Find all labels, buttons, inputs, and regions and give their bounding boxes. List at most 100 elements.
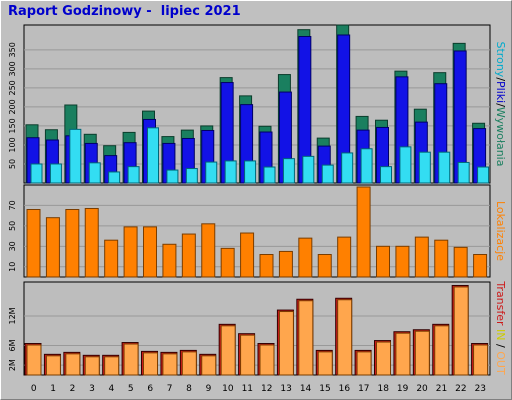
side-label-pages-files-hits: Strony/Pliki/Wywołania: [494, 42, 507, 167]
y-tick-label: 150: [8, 118, 17, 133]
y-tick-label: 350: [8, 42, 17, 57]
y-tick-label: 2M: [8, 359, 17, 371]
x-tick-label: 1: [50, 384, 56, 394]
side-label-pages-files-hits-part: Pliki: [494, 81, 507, 103]
panel-1-plot-area: [23, 24, 491, 184]
pages-bar: [418, 151, 431, 184]
side-label-transfer-part: IN: [494, 326, 507, 341]
transfer-out-bar: [337, 299, 353, 376]
x-tick-label: 6: [147, 384, 153, 394]
locations-bar: [259, 254, 274, 278]
pages-bar: [30, 163, 43, 184]
side-label-transfer-part: OUT: [494, 351, 507, 375]
x-tick-label: 23: [475, 384, 486, 394]
x-tick-label: 21: [436, 384, 447, 394]
locations-bar: [220, 247, 235, 278]
y-tick-label: 6M: [8, 339, 17, 351]
side-label-locations: Lokalizacje: [494, 201, 507, 261]
pages-bar: [108, 171, 121, 184]
side-label-transfer-part: /: [494, 341, 507, 352]
y-tick-label: 70: [8, 200, 17, 210]
pages-bar: [302, 155, 315, 184]
transfer-out-bar: [201, 355, 217, 376]
locations-bar: [337, 236, 352, 278]
y-tick-label: 10: [8, 262, 17, 272]
pages-bar: [185, 168, 198, 184]
transfer-out-bar: [45, 355, 61, 376]
y-tick-label: 250: [8, 80, 17, 95]
locations-bar: [104, 239, 119, 278]
side-label-locations-part: Lokalizacje: [494, 201, 507, 261]
pages-bar: [69, 128, 82, 184]
locations-bar: [376, 245, 390, 278]
x-tick-label: 15: [319, 384, 330, 394]
side-label-pages-files-hits-part: /: [494, 103, 507, 107]
y-tick-label: 12M: [8, 307, 17, 324]
side-label-pages-files-hits-part: Strony: [494, 42, 507, 78]
transfer-out-bar: [453, 286, 469, 376]
x-tick-label: 16: [339, 384, 351, 394]
transfer-out-bar: [123, 343, 139, 376]
y-tick-label: 200: [8, 99, 17, 114]
locations-bar: [414, 236, 429, 278]
x-tick-label: 20: [416, 384, 428, 394]
x-tick-label: 4: [109, 384, 115, 394]
locations-bar: [201, 223, 216, 278]
transfer-out-bar: [376, 341, 391, 376]
side-label-transfer-part: Transfer: [494, 280, 507, 326]
x-tick-label: 7: [167, 384, 173, 394]
locations-bar: [84, 207, 99, 278]
locations-bar: [473, 254, 488, 278]
pages-bar: [224, 160, 237, 184]
transfer-out-bar: [278, 311, 294, 376]
page-title: Raport Godzinowy - lipiec 2021: [8, 4, 241, 19]
transfer-out-bar: [220, 325, 236, 376]
pages-bar: [88, 162, 101, 184]
pages-bar: [399, 146, 412, 184]
pages-bar: [205, 161, 218, 184]
locations-bar: [356, 186, 371, 278]
transfer-out-bar: [473, 344, 489, 376]
side-label-pages-files-hits-part: Wywołania: [494, 107, 507, 167]
locations-bar: [453, 246, 468, 278]
locations-bar: [143, 226, 157, 278]
locations-bar: [162, 243, 177, 278]
x-tick-label: 5: [128, 384, 134, 394]
x-tick-label: 0: [31, 384, 37, 394]
pages-bar: [263, 166, 276, 184]
x-tick-label: 12: [261, 384, 272, 394]
transfer-out-bar: [317, 351, 333, 376]
x-tick-label: 18: [377, 384, 389, 394]
panel-3-plot-area: [23, 281, 491, 376]
locations-bar: [123, 226, 138, 278]
pages-bar: [380, 166, 392, 184]
pages-bar: [360, 148, 373, 184]
pages-bar: [341, 152, 354, 184]
x-tick-label: 13: [280, 384, 291, 394]
transfer-out-bar: [26, 344, 42, 376]
x-tick-label: 11: [242, 384, 253, 394]
pages-bar: [321, 164, 334, 184]
y-tick-label: 30: [8, 241, 17, 251]
side-label-pages-files-hits-part: /: [494, 77, 507, 81]
locations-bar: [298, 237, 313, 278]
x-tick-label: 19: [397, 384, 409, 394]
pages-bar: [438, 151, 451, 184]
pages-bar: [166, 169, 179, 184]
y-tick-label: 50: [8, 221, 17, 231]
x-tick-label: 8: [186, 384, 192, 394]
y-tick-label: 50: [8, 159, 17, 169]
transfer-out-bar: [143, 352, 158, 376]
y-tick-label: 100: [8, 137, 17, 152]
x-tick-label: 3: [89, 384, 95, 394]
x-tick-label: 9: [206, 384, 212, 394]
x-tick-label: 22: [455, 384, 466, 394]
side-label-transfer: Transfer IN / OUT: [494, 280, 507, 375]
pages-bar: [147, 127, 159, 184]
transfer-out-bar: [356, 351, 372, 376]
transfer-out-bar: [395, 332, 411, 376]
transfer-out-bar: [84, 356, 100, 376]
pages-bar: [127, 166, 140, 184]
pages-bar: [477, 166, 490, 184]
